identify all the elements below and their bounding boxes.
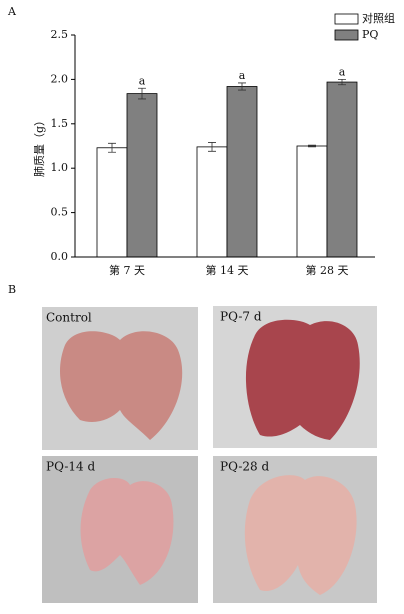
- bar: [326, 81, 358, 258]
- bar: [96, 147, 128, 258]
- legend-swatch: [334, 13, 359, 25]
- bar: [196, 146, 228, 258]
- panel-label: A: [7, 5, 17, 18]
- y-tick-label: 1.0: [51, 161, 69, 174]
- photo-label: PQ-28 d: [220, 460, 269, 474]
- bar: [296, 145, 328, 258]
- panel-label: B: [8, 283, 16, 296]
- y-tick-label: 0.5: [51, 206, 69, 219]
- error-bar: [208, 142, 216, 152]
- lung: [80, 478, 174, 585]
- y-tick-label: 0.0: [51, 250, 69, 263]
- photo-panel: Control PQ-7 d PQ-14 d PQ-28 d: [42, 306, 377, 603]
- significance-label: a: [339, 65, 346, 78]
- x-tick-label: 第 28 天: [306, 263, 349, 277]
- bar: [226, 86, 258, 258]
- legend-label: PQ: [362, 28, 378, 41]
- y-axis-label: 肺质量（g）: [33, 115, 46, 177]
- error-bar: [338, 79, 346, 86]
- x-tick-label: 第 7 天: [109, 263, 145, 277]
- error-bar: [238, 82, 246, 91]
- x-tick-label: 第 14 天: [206, 263, 249, 277]
- lung: [244, 475, 357, 595]
- bar: [126, 93, 158, 258]
- photo-label: PQ-7 d: [220, 310, 262, 324]
- photo-label: Control: [46, 311, 92, 325]
- legend-label: 对照组: [362, 11, 395, 25]
- error-bar: [108, 142, 116, 153]
- lung: [245, 319, 360, 440]
- y-tick-label: 2.5: [51, 28, 69, 41]
- significance-label: a: [139, 74, 146, 87]
- legend-swatch: [334, 29, 359, 41]
- photo-label: PQ-14 d: [46, 460, 95, 474]
- error-bar: [138, 87, 146, 100]
- error-bar: [308, 144, 316, 148]
- lung: [60, 331, 183, 440]
- significance-label: a: [239, 69, 246, 82]
- y-tick-label: 2.0: [51, 72, 69, 85]
- y-tick-label: 1.5: [51, 117, 69, 130]
